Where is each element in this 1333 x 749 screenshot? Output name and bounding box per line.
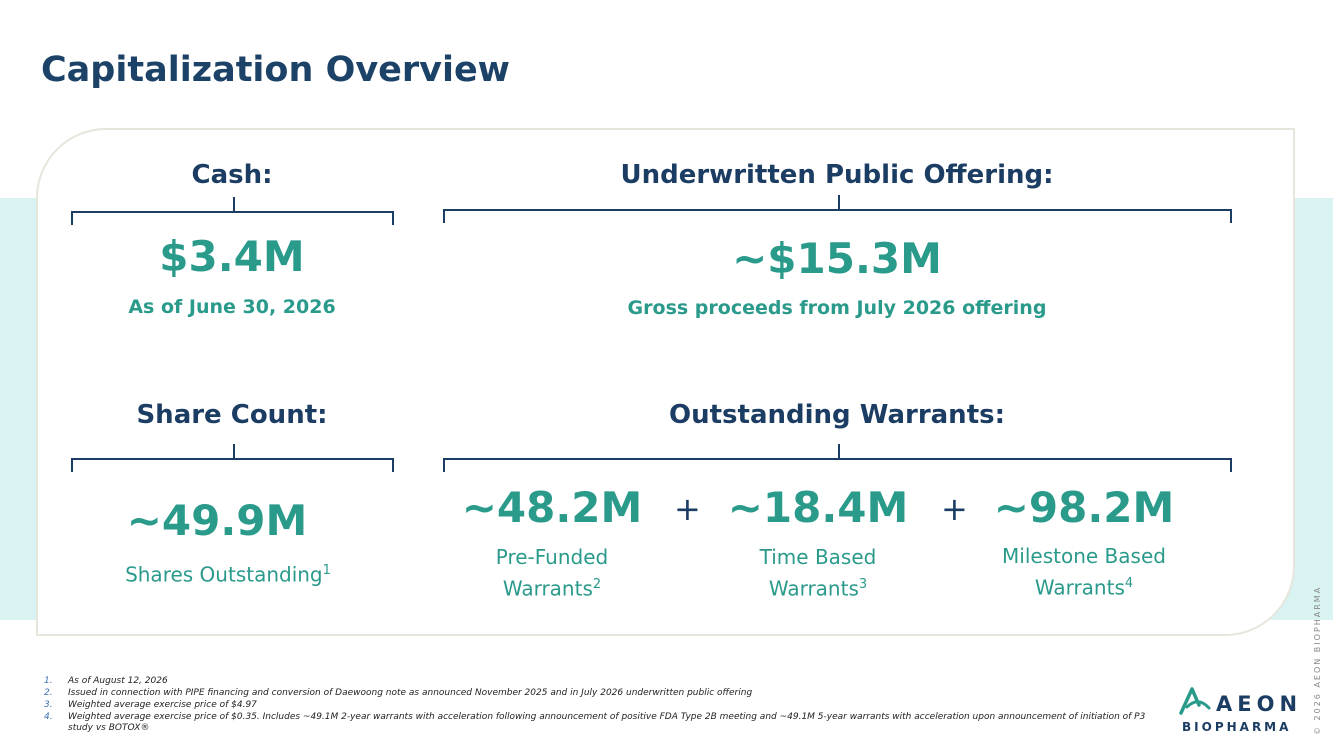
copyright-text: © 2026 AEON BIOPHARMA bbox=[1313, 585, 1322, 735]
warrant-value-milestone: ~98.2M bbox=[993, 483, 1175, 532]
shares-value: ~49.9M bbox=[126, 496, 308, 545]
cash-caption: As of June 30, 2026 bbox=[128, 296, 336, 318]
footnote: 3. Weighted average exercise price of $4.… bbox=[44, 700, 257, 710]
shares-bracket bbox=[71, 444, 394, 472]
offering-bracket bbox=[443, 195, 1232, 223]
warrant-value-prefunded: ~48.2M bbox=[461, 483, 643, 532]
plus-sign: + bbox=[941, 490, 968, 528]
cash-value: $3.4M bbox=[159, 232, 305, 281]
aeon-logo-icon bbox=[1179, 687, 1211, 715]
company-logo: AEON BIOPHARMA bbox=[1178, 686, 1297, 738]
shares-caption: Shares Outstanding1 bbox=[125, 562, 331, 587]
shares-heading: Share Count: bbox=[136, 400, 328, 430]
plus-sign: + bbox=[674, 490, 701, 528]
offering-value: ~$15.3M bbox=[732, 234, 942, 283]
footnotes: 1. As of August 12, 2026 2. Issued in conn… bbox=[44, 676, 1164, 735]
footnote: 2. Issued in connection with PIPE financi… bbox=[44, 688, 753, 698]
warrant-caption-time-based: Time Based Warrants3 bbox=[759, 545, 877, 601]
warrants-bracket bbox=[443, 444, 1232, 472]
offering-heading: Underwritten Public Offering: bbox=[620, 160, 1054, 190]
footnote: 4. Weighted average exercise price of $0.… bbox=[44, 712, 1146, 733]
logo-wordmark: AEON bbox=[1216, 692, 1303, 716]
footnote: 1. As of August 12, 2026 bbox=[44, 676, 168, 686]
offering-caption: Gross proceeds from July 2026 offering bbox=[627, 297, 1047, 319]
logo-subtitle: BIOPHARMA bbox=[1182, 720, 1292, 734]
footnote-ref: 1 bbox=[322, 563, 331, 578]
warrant-caption-prefunded: Pre-Funded Warrants2 bbox=[495, 545, 609, 601]
warrant-value-time-based: ~18.4M bbox=[727, 483, 909, 532]
cash-bracket bbox=[71, 197, 394, 225]
page-title: Capitalization Overview bbox=[41, 50, 511, 90]
warrant-caption-milestone: Milestone Based Warrants4 bbox=[1002, 544, 1166, 600]
warrants-heading: Outstanding Warrants: bbox=[669, 400, 1005, 430]
cash-heading: Cash: bbox=[191, 160, 273, 190]
